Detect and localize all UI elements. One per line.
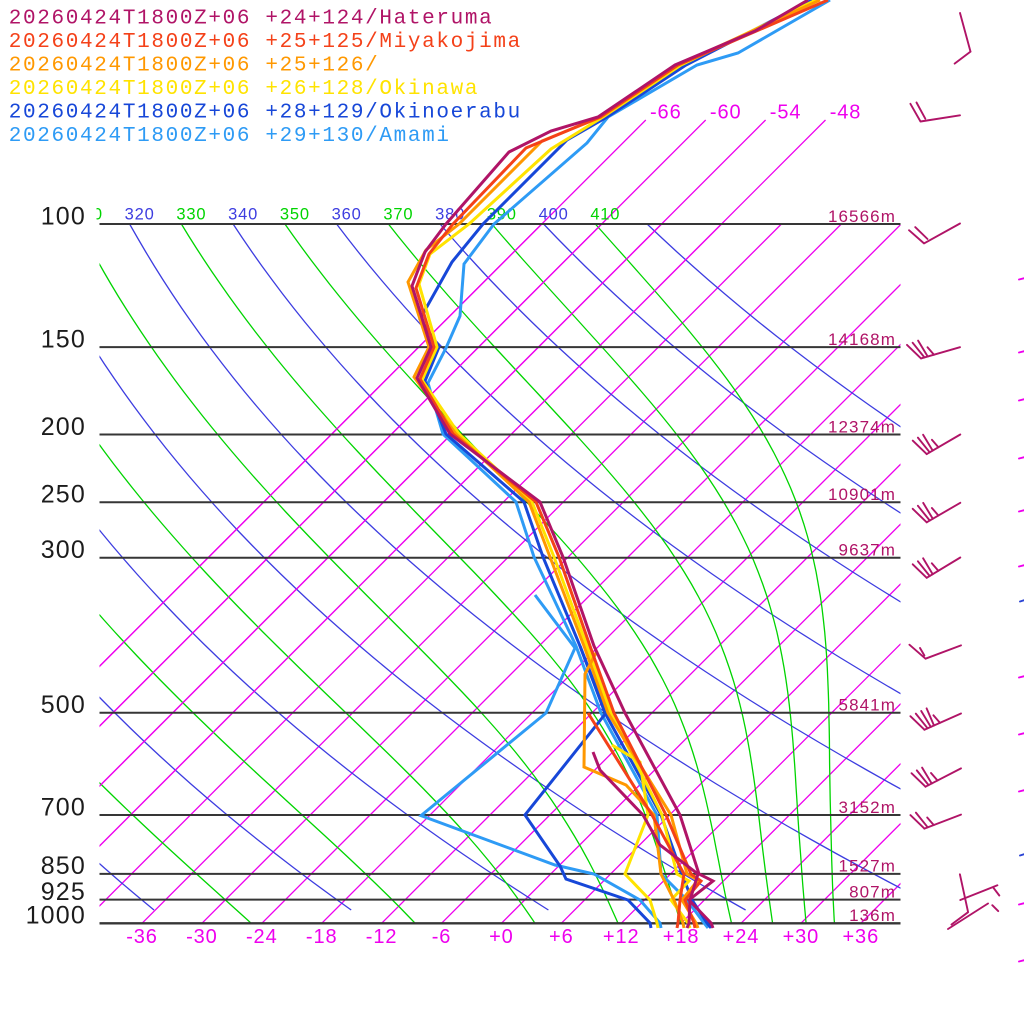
svg-text:136m: 136m: [849, 906, 896, 925]
svg-text:-54: -54: [770, 102, 802, 124]
svg-text:-12: -12: [366, 926, 398, 948]
svg-text:-48: -48: [830, 102, 862, 124]
svg-text:100: 100: [41, 202, 86, 230]
svg-text:340: 340: [228, 206, 258, 224]
svg-text:1000: 1000: [26, 902, 86, 930]
svg-text:+6: +6: [549, 926, 574, 948]
svg-text:9637m: 9637m: [839, 541, 896, 560]
svg-text:-24: -24: [246, 926, 278, 948]
svg-text:+18: +18: [663, 926, 700, 948]
svg-text:-36: -36: [126, 926, 158, 948]
svg-text:+12: +12: [603, 926, 640, 948]
svg-text:10901m: 10901m: [828, 485, 896, 504]
svg-text:-66: -66: [650, 102, 682, 124]
svg-text:807m: 807m: [849, 882, 896, 901]
svg-text:350: 350: [280, 206, 310, 224]
svg-text:850: 850: [41, 852, 86, 880]
svg-text:370: 370: [383, 206, 413, 224]
svg-text:330: 330: [176, 206, 206, 224]
svg-text:310: 310: [73, 206, 103, 224]
svg-text:360: 360: [332, 206, 362, 224]
svg-text:20260424T1800Z+06 +25+125/Miya: 20260424T1800Z+06 +25+125/Miyakojima: [9, 31, 522, 54]
svg-text:500: 500: [41, 691, 86, 719]
svg-text:12374m: 12374m: [828, 417, 896, 436]
svg-text:-6: -6: [432, 926, 452, 948]
svg-text:+36: +36: [842, 926, 879, 948]
svg-text:16566m: 16566m: [828, 207, 896, 226]
svg-text:+30: +30: [783, 926, 820, 948]
svg-text:20260424T1800Z+06 +26+128/Okin: 20260424T1800Z+06 +26+128/Okinawa: [9, 78, 479, 101]
svg-text:-30: -30: [186, 926, 218, 948]
svg-text:20260424T1800Z+06 +29+130/Amam: 20260424T1800Z+06 +29+130/Amami: [9, 125, 451, 148]
svg-text:925: 925: [41, 878, 86, 906]
svg-text:150: 150: [41, 325, 86, 353]
svg-text:14168m: 14168m: [828, 330, 896, 349]
svg-text:400: 400: [539, 206, 569, 224]
svg-text:410: 410: [590, 206, 620, 224]
svg-text:-60: -60: [710, 102, 742, 124]
svg-text:20260424T1800Z+06 +24+124/Hate: 20260424T1800Z+06 +24+124/Hateruma: [9, 8, 494, 31]
svg-text:300: 300: [41, 536, 86, 564]
svg-text:+24: +24: [723, 926, 760, 948]
svg-text:1527m: 1527m: [839, 857, 896, 876]
svg-text:320: 320: [125, 206, 155, 224]
svg-text:700: 700: [41, 793, 86, 821]
svg-text:5841m: 5841m: [839, 696, 896, 715]
svg-text:20260424T1800Z+06 +25+126/: 20260424T1800Z+06 +25+126/: [9, 55, 380, 78]
svg-text:+0: +0: [489, 926, 514, 948]
svg-text:20260424T1800Z+06 +28+129/Okin: 20260424T1800Z+06 +28+129/Okinoerabu: [9, 102, 522, 125]
svg-text:-18: -18: [306, 926, 338, 948]
svg-text:3152m: 3152m: [839, 798, 896, 817]
svg-text:250: 250: [41, 481, 86, 509]
svg-text:200: 200: [41, 413, 86, 441]
